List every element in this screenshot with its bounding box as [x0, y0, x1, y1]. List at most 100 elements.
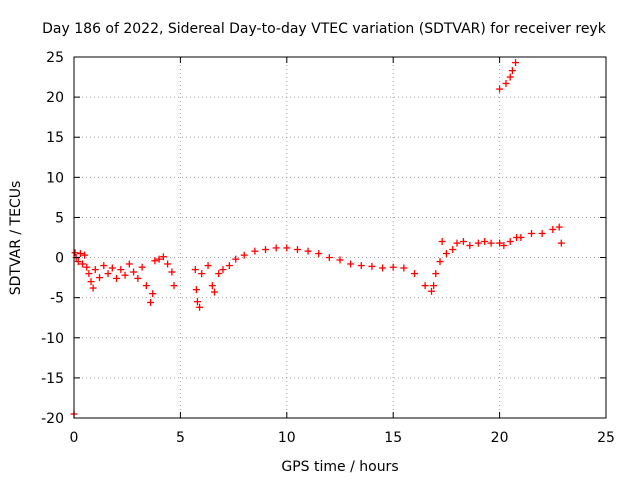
plot-frame [73, 56, 607, 419]
data-point [449, 246, 457, 254]
data-point [512, 59, 520, 67]
data-point [240, 251, 248, 259]
data-point [83, 263, 91, 271]
data-points [70, 59, 565, 418]
data-point [85, 270, 93, 278]
data-point [117, 266, 125, 274]
data-point [549, 225, 557, 233]
data-point [71, 249, 79, 257]
data-point [272, 244, 280, 252]
data-point [121, 271, 129, 279]
data-point [192, 286, 200, 294]
y-tick-label: 25 [46, 50, 64, 66]
data-point [506, 238, 514, 246]
data-point [79, 260, 87, 268]
data-point [500, 242, 508, 250]
y-tick-label: -10 [41, 331, 64, 347]
y-tick-label: -15 [41, 371, 64, 387]
data-point [215, 270, 223, 278]
data-point [557, 239, 565, 247]
data-point [96, 274, 104, 282]
data-point [555, 223, 563, 231]
data-point [196, 303, 204, 311]
data-point [159, 253, 167, 261]
data-point [502, 79, 510, 87]
data-point [168, 268, 176, 276]
data-point [89, 284, 97, 292]
data-point [400, 264, 408, 272]
x-tick-label: 15 [384, 430, 402, 446]
axis-ticks: 0 5 10 15 20 25 -20 -15 -10 -5 0 5 10 15 20 25 [41, 50, 615, 446]
data-point [130, 268, 138, 276]
data-point [466, 242, 474, 250]
data-point [496, 239, 504, 247]
data-point [76, 250, 84, 258]
data-point [151, 257, 159, 265]
data-point [225, 262, 233, 270]
data-point [410, 270, 418, 278]
series-sdtvar [70, 59, 565, 418]
data-point [138, 263, 146, 271]
y-axis-label: SDTVAR / TECUs [8, 181, 24, 296]
data-point [389, 263, 397, 271]
data-point [170, 282, 178, 290]
data-point [428, 287, 436, 295]
data-point [104, 270, 112, 278]
data-point [517, 234, 525, 241]
data-point [108, 264, 116, 272]
data-point [147, 298, 155, 306]
data-point [432, 270, 440, 278]
x-tick-label: 5 [176, 430, 185, 446]
data-point [347, 260, 355, 268]
x-axis-label: GPS time / hours [281, 459, 398, 475]
data-point [204, 262, 212, 270]
data-point [149, 290, 157, 298]
data-point [155, 255, 163, 263]
x-tick-label: 20 [491, 430, 509, 446]
data-point [528, 229, 536, 237]
data-point [379, 264, 387, 272]
data-point [421, 282, 429, 290]
data-point [74, 258, 82, 266]
data-point [368, 262, 376, 270]
data-point [538, 229, 546, 237]
data-point [142, 282, 150, 290]
data-point [208, 282, 216, 290]
data-point [191, 266, 199, 274]
data-point [91, 266, 99, 274]
data-point [293, 246, 301, 254]
data-point [210, 288, 218, 296]
data-point [430, 282, 438, 290]
data-point [134, 274, 142, 282]
data-point [81, 251, 89, 259]
y-tick-label: -5 [50, 291, 64, 307]
data-point [481, 238, 489, 246]
data-point [164, 260, 172, 268]
data-point [100, 262, 108, 270]
x-tick-label: 25 [597, 430, 615, 446]
data-point [193, 298, 201, 306]
chart-title: Day 186 of 2022, Sidereal Day-to-day VTE… [42, 21, 607, 37]
data-point [442, 250, 450, 258]
data-point [87, 278, 95, 286]
data-point [304, 247, 312, 255]
data-point [508, 67, 516, 75]
data-point [474, 239, 482, 247]
y-tick-label: 5 [55, 210, 64, 226]
data-point [453, 239, 461, 247]
grid-lines [74, 57, 606, 418]
data-point [506, 73, 514, 81]
data-point [496, 85, 504, 93]
data-point [198, 270, 206, 278]
data-point [459, 238, 467, 246]
y-tick-label: 15 [46, 130, 64, 146]
data-point [438, 238, 446, 246]
data-point [262, 246, 270, 254]
y-tick-label: 0 [55, 251, 64, 267]
x-tick-label: 0 [70, 430, 79, 446]
y-tick-label: -20 [41, 411, 64, 427]
data-point [357, 262, 365, 270]
data-point [219, 266, 227, 274]
data-point [336, 256, 344, 264]
